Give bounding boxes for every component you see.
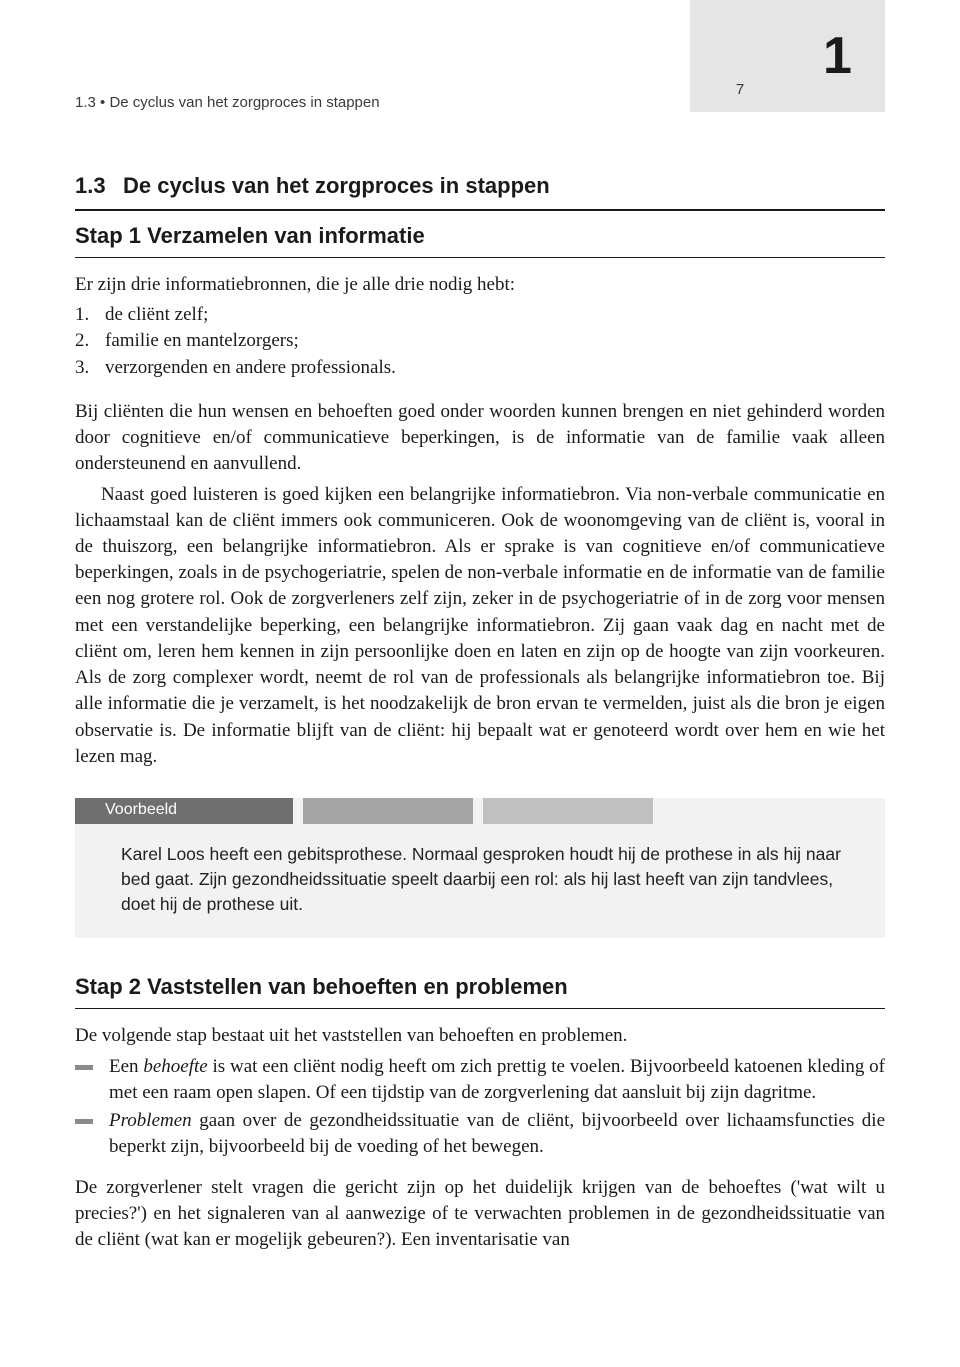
example-box: Voorbeeld Karel Loos heeft een gebitspro… <box>75 798 885 939</box>
list-item: Een behoefte is wat een cliënt nodig hee… <box>75 1054 885 1106</box>
step1-para1: Bij cliënten die hun wensen en behoeften… <box>75 399 885 478</box>
example-label: Voorbeeld <box>75 798 293 824</box>
step1-heading: Stap 1 Verzamelen van informatie <box>75 223 885 258</box>
list-item: 2.familie en mantelzorgers; <box>75 328 885 354</box>
step1-list: 1.de cliënt zelf; 2.familie en mantelzor… <box>75 302 885 381</box>
running-head: 1.3 • De cyclus van het zorgproces in st… <box>75 94 380 111</box>
example-body: Karel Loos heeft een gebitsprothese. Nor… <box>75 824 885 939</box>
list-item: Problemen gaan over de gezondheidssituat… <box>75 1108 885 1160</box>
page-header: 1.3 • De cyclus van het zorgproces in st… <box>75 75 885 125</box>
step2-bullets: Een behoefte is wat een cliënt nodig hee… <box>75 1054 885 1161</box>
step1-para2: Naast goed luisteren is goed kijken een … <box>75 482 885 770</box>
step2-heading: Stap 2 Vaststellen van behoeften en prob… <box>75 974 885 1009</box>
section-title: De cyclus van het zorgproces in stappen <box>123 173 550 198</box>
step2-intro: De volgende stap bestaat uit het vastste… <box>75 1023 885 1049</box>
list-item: 1.de cliënt zelf; <box>75 302 885 328</box>
example-header: Voorbeeld <box>75 798 885 824</box>
example-decor-bar <box>303 798 473 824</box>
example-decor-bar <box>483 798 653 824</box>
section-number: 1.3 <box>75 173 123 199</box>
chapter-number-badge: 1 <box>790 0 885 112</box>
section-heading: 1.3De cyclus van het zorgproces in stapp… <box>75 173 885 211</box>
list-item: 3.verzorgenden en andere professionals. <box>75 355 885 381</box>
page-number-badge: 7 <box>690 0 790 112</box>
step1-intro: Er zijn drie informatiebronnen, die je a… <box>75 272 885 298</box>
step2-para: De zorgverlener stelt vragen die gericht… <box>75 1175 885 1254</box>
